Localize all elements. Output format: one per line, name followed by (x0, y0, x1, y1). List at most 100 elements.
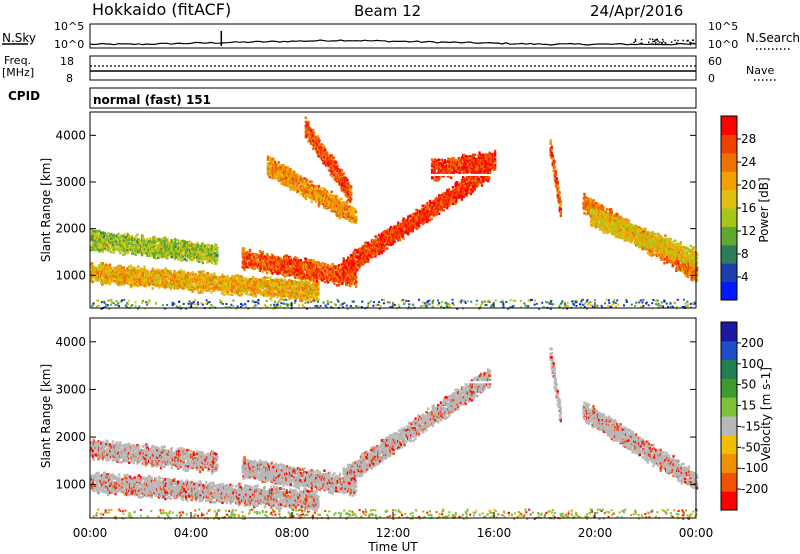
echo-cell (264, 280, 267, 283)
echo-cell (354, 267, 357, 270)
echo-cell (126, 270, 129, 273)
echo-cell (380, 232, 383, 236)
echo-cell (318, 262, 322, 266)
echo-cell (286, 280, 289, 284)
echo-cell (248, 248, 252, 252)
echo-cell (302, 290, 306, 294)
echo-cell (446, 206, 449, 210)
echo-cell (217, 278, 220, 281)
echo-cell (254, 263, 257, 266)
echo-cell (192, 280, 195, 284)
echo-cell (347, 273, 350, 276)
echo-cell (258, 250, 262, 253)
noise-search-dot (662, 40, 665, 43)
echo-cell (440, 158, 444, 162)
echo-cell (310, 279, 313, 282)
echo-cell (266, 253, 269, 256)
echo-cell (259, 267, 262, 270)
echo-cell (195, 273, 198, 276)
echo-cell (199, 270, 202, 274)
echo-cell (340, 197, 343, 201)
cpid-label: CPID (8, 89, 40, 103)
echo-cell (243, 282, 246, 285)
echo-cell (195, 276, 199, 280)
echo-cell (104, 281, 107, 284)
echo-cell (169, 271, 172, 275)
echo-cell (249, 284, 252, 287)
echo-cell (265, 261, 268, 264)
echo-cell (456, 181, 459, 184)
echo-cell (184, 272, 187, 276)
echo-cell (343, 267, 346, 270)
echo-cell (102, 277, 105, 280)
noise-search-dot (689, 41, 691, 44)
echo-cell (378, 250, 382, 254)
nave-tick-top: 60 (708, 55, 722, 68)
echo-cell (145, 279, 148, 282)
echo-cell (251, 265, 254, 269)
echo-cell (314, 286, 317, 290)
echo-cell (430, 217, 433, 221)
echo-cell (213, 283, 216, 287)
echo-cell (316, 280, 319, 283)
echo-cell (288, 279, 291, 282)
echo-cell (421, 204, 424, 208)
echo-cell (90, 262, 94, 265)
echo-cell (362, 246, 365, 250)
echo-cell (237, 279, 240, 282)
echo-cell (413, 215, 416, 219)
noise-search-dots (220, 31, 695, 46)
freq-frame (89, 55, 697, 81)
echo-cell (109, 272, 112, 276)
echo-cell (260, 286, 263, 290)
echo-cell (252, 294, 255, 298)
echo-cell (355, 265, 358, 269)
echo-cell (270, 280, 273, 284)
echo-cell (262, 279, 265, 282)
echo-cell (348, 262, 351, 265)
echo-cell (324, 269, 327, 273)
echo-cell (272, 255, 275, 258)
echo-cell (296, 257, 299, 260)
noise-search-dot (655, 39, 658, 41)
echo-cell (252, 289, 255, 293)
echo-cell (215, 285, 219, 289)
echo-cell (100, 275, 104, 279)
echo-cell (92, 274, 95, 278)
echo-cell (326, 270, 330, 273)
echo-cell (158, 270, 162, 273)
echo-cell (269, 279, 272, 282)
echo-cell (251, 253, 254, 256)
echo-cell (451, 185, 454, 189)
echo-cell (295, 282, 298, 286)
echo-cell (349, 271, 353, 274)
echo-cell (371, 255, 374, 258)
echo-cell (286, 254, 289, 257)
echo-cell (253, 278, 256, 281)
echo-cell (241, 249, 244, 253)
echo-cell (347, 271, 350, 274)
echo-cell (295, 264, 298, 268)
echo-cell (161, 273, 164, 277)
echo-cell (109, 269, 112, 273)
noise-tick-right-bottom: 10^0 (708, 38, 738, 51)
echo-cell (355, 210, 358, 214)
echo-cell (494, 149, 497, 153)
echo-cell (182, 273, 185, 276)
echo-cell (234, 277, 237, 281)
echo-cell (198, 278, 201, 281)
echo-cell (119, 283, 123, 286)
noise-search-dot (691, 39, 694, 42)
nave-tick-bottom: 0 (708, 72, 715, 85)
echo-cell (205, 286, 209, 290)
echo-cell (253, 257, 256, 261)
echo-cell (186, 271, 190, 275)
echo-cell (195, 284, 199, 287)
echo-cell (129, 264, 133, 268)
echo-cell (234, 289, 237, 292)
echo-cell (317, 268, 321, 271)
echo-cell (304, 280, 307, 283)
echo-cell (244, 292, 248, 295)
echo-cell (314, 276, 317, 280)
echo-cell (91, 280, 95, 284)
